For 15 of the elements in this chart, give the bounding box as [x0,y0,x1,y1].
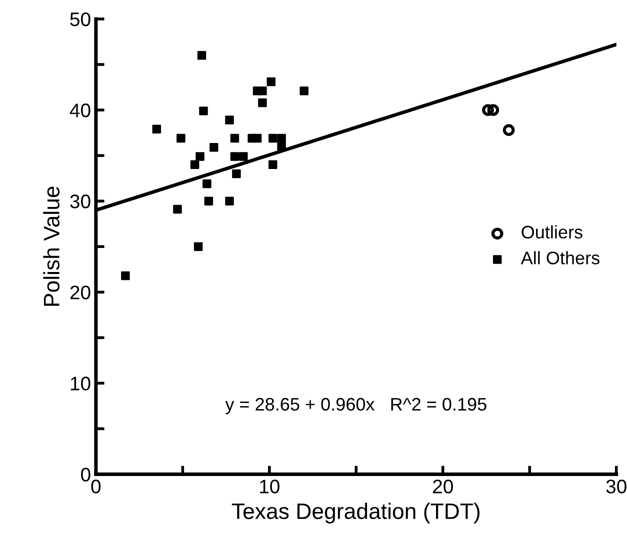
annotation: y = 28.65 + 0.960x R^2 = 0.195 [225,398,486,414]
y-tick-label: 10 [70,376,90,390]
x-tick-label: 20 [433,480,453,494]
legend-label: All Others [520,251,600,264]
y-tick-label: 20 [70,286,90,300]
y-tick-label: 0 [81,468,90,482]
y-tick-label: 50 [70,12,90,26]
y-tick-label: 40 [70,103,90,118]
legend-label: Outliers [522,225,582,239]
x-tick-label: 10 [260,480,280,494]
x-tick-label: 30 [606,480,626,494]
y-tick-label: 30 [70,194,90,208]
y-axis-title: Polish Value [43,186,60,306]
x-tick-label: 0 [91,480,101,494]
x-axis-title: Texas Degradation (TDT) [232,502,480,524]
